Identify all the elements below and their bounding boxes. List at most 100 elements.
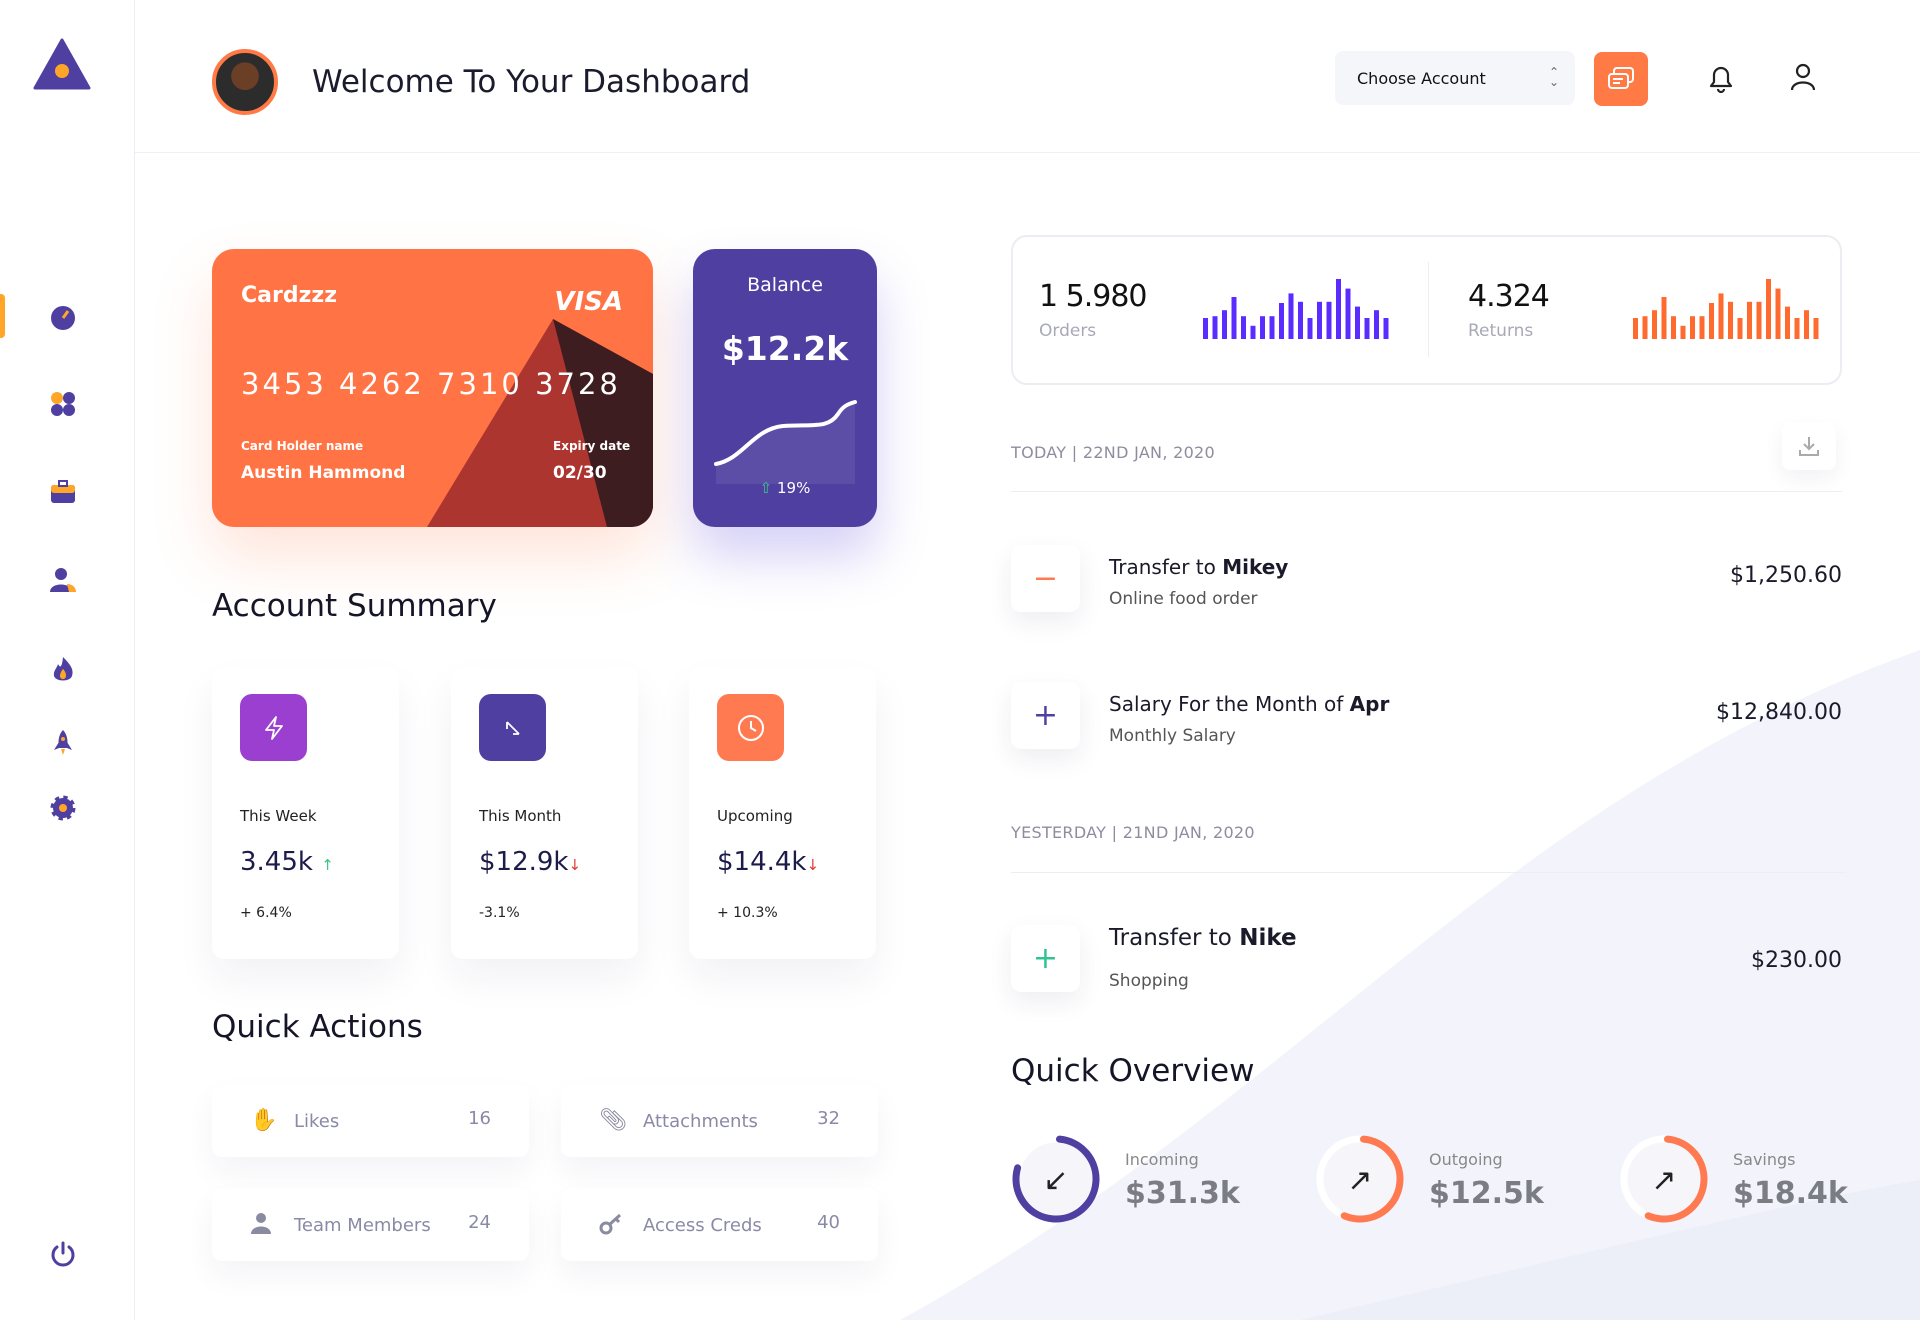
messages-button[interactable] — [1594, 52, 1648, 106]
progress-ring: ↗ — [1316, 1135, 1404, 1223]
bar — [1804, 310, 1809, 339]
download-icon — [1799, 437, 1819, 456]
bar — [1699, 316, 1705, 339]
arrow-icon: ↗ — [1347, 1163, 1372, 1198]
logo-icon[interactable] — [33, 38, 91, 90]
progress-ring-fill — [1316, 1135, 1404, 1223]
quick-action-label: Access Creds — [643, 1215, 762, 1236]
yesterday-label: YESTERDAY | 21ND JAN, 2020 — [1011, 823, 1255, 842]
quick-action-likes[interactable]: ✋ Likes 16 — [212, 1084, 529, 1157]
sidebar-item-dashboard[interactable] — [48, 301, 78, 331]
sidebar-item-users[interactable] — [48, 565, 78, 595]
card-name: Cardzzz — [241, 283, 338, 308]
overview-label: Outgoing — [1429, 1150, 1503, 1169]
transaction-subtitle: Monthly Salary — [1109, 726, 1236, 746]
page-title: Welcome To Your Dashboard — [312, 64, 751, 100]
balance-change-value: 19% — [777, 479, 811, 497]
bar — [1775, 288, 1781, 339]
sidebar-item-settings[interactable] — [48, 793, 78, 823]
bar — [1747, 301, 1752, 339]
bar — [1269, 316, 1275, 339]
bell-icon[interactable] — [1706, 62, 1736, 94]
plus-icon: + — [1011, 925, 1080, 992]
quick-action-attachments[interactable]: 📎︎ Attachments 32 — [561, 1084, 878, 1157]
account-summary-title: Account Summary — [212, 588, 497, 624]
sidebar-item-rocket[interactable] — [48, 727, 78, 757]
summary-value: $12.9k↓ — [479, 847, 581, 877]
quick-action-count: 32 — [817, 1108, 840, 1129]
sidebar — [0, 0, 135, 1320]
overview-savings[interactable]: ↗ Savings $18.4k — [1619, 1128, 1909, 1228]
trend-down-icon: ↓ — [568, 856, 582, 874]
transaction-row[interactable]: + Transfer to Nike Shopping $230.00 — [1011, 925, 1842, 992]
sidebar-item-briefcase[interactable] — [48, 477, 78, 507]
transaction-row[interactable]: + Salary For the Month of Apr Monthly Sa… — [1011, 682, 1842, 749]
fire-icon — [53, 657, 73, 681]
bar — [1680, 325, 1686, 339]
summary-value-text: $14.4k — [717, 847, 807, 877]
summary-card-upcoming[interactable]: Upcoming $14.4k↓ + 10.3% — [689, 667, 876, 959]
progress-ring-fill — [1620, 1135, 1708, 1223]
balance-change: ⇧ 19% — [693, 479, 877, 497]
quick-action-count: 24 — [468, 1212, 491, 1233]
card-holder-label: Card Holder name — [241, 439, 364, 453]
user-icon — [250, 1212, 276, 1238]
summary-label: Upcoming — [717, 807, 793, 825]
returns-label: Returns — [1468, 321, 1534, 341]
quick-action-team-members[interactable]: Team Members 24 — [212, 1188, 529, 1261]
overview-outgoing[interactable]: ↗ Outgoing $12.5k — [1315, 1128, 1605, 1228]
bar — [1260, 316, 1265, 339]
sidebar-item-apps[interactable] — [48, 389, 78, 419]
transaction-title-name: Mikey — [1222, 555, 1289, 579]
transaction-title-prefix: Salary For the Month of — [1109, 692, 1350, 716]
summary-change: + 6.4% — [240, 905, 292, 921]
bar — [1671, 316, 1676, 339]
bar — [1374, 310, 1379, 339]
credit-card[interactable]: Cardzzz VISA 3453 4262 7310 3728 Card Ho… — [212, 249, 653, 527]
transaction-row[interactable]: − Transfer to Mikey Online food order $1… — [1011, 545, 1842, 612]
balance-card[interactable]: Balance $12.2k ⇧ 19% — [693, 249, 877, 527]
bar — [1203, 318, 1208, 339]
bar — [1250, 325, 1256, 339]
divider — [1011, 872, 1846, 873]
bar — [1633, 318, 1638, 339]
download-button[interactable] — [1782, 422, 1836, 470]
progress-ring: ↗ — [1620, 1135, 1708, 1223]
bar — [1317, 301, 1322, 339]
progress-ring-fill — [1012, 1135, 1100, 1223]
transaction-title: Transfer to Mikey — [1109, 555, 1288, 579]
arrow-icon: ↙ — [1043, 1163, 1068, 1198]
logout-button[interactable] — [48, 1239, 78, 1269]
overview-label: Incoming — [1125, 1150, 1199, 1169]
sidebar-item-fire[interactable] — [48, 654, 78, 684]
transaction-title-name: Apr — [1349, 692, 1390, 716]
summary-card-month[interactable]: This Month $12.9k↓ -3.1% — [451, 667, 638, 959]
quick-action-label: Attachments — [643, 1111, 758, 1132]
transaction-amount: $230.00 — [1751, 948, 1842, 973]
avatar[interactable] — [212, 49, 278, 115]
bar — [1345, 288, 1351, 339]
bar — [1326, 301, 1332, 339]
summary-card-week[interactable]: This Week 3.45k ↑ + 6.4% — [212, 667, 399, 959]
users-icon — [50, 568, 76, 592]
card-number: 3453 4262 7310 3728 — [241, 367, 621, 401]
overview-incoming[interactable]: ↙ Incoming $31.3k — [1011, 1128, 1301, 1228]
bar — [1661, 297, 1667, 339]
transaction-subtitle: Shopping — [1109, 971, 1189, 991]
bar — [1364, 318, 1370, 339]
bar — [1756, 301, 1762, 339]
bar — [1298, 301, 1303, 339]
bar — [1813, 318, 1819, 339]
bar — [1728, 301, 1733, 339]
account-select[interactable]: Choose Account ⌃ ⌄ — [1335, 51, 1575, 105]
active-indicator — [0, 294, 5, 338]
quick-action-access-creds[interactable]: Access Creds 40 — [561, 1188, 878, 1261]
arrow-icon: ↗ — [1651, 1163, 1676, 1198]
transaction-title: Transfer to Nike — [1109, 925, 1297, 951]
paperclip-icon: 📎︎ — [599, 1108, 627, 1133]
bar — [1642, 316, 1648, 339]
returns-bar-chart — [1633, 279, 1819, 339]
user-icon[interactable] — [1789, 62, 1817, 92]
balance-label: Balance — [747, 274, 823, 296]
transaction-amount: $12,840.00 — [1716, 700, 1842, 725]
